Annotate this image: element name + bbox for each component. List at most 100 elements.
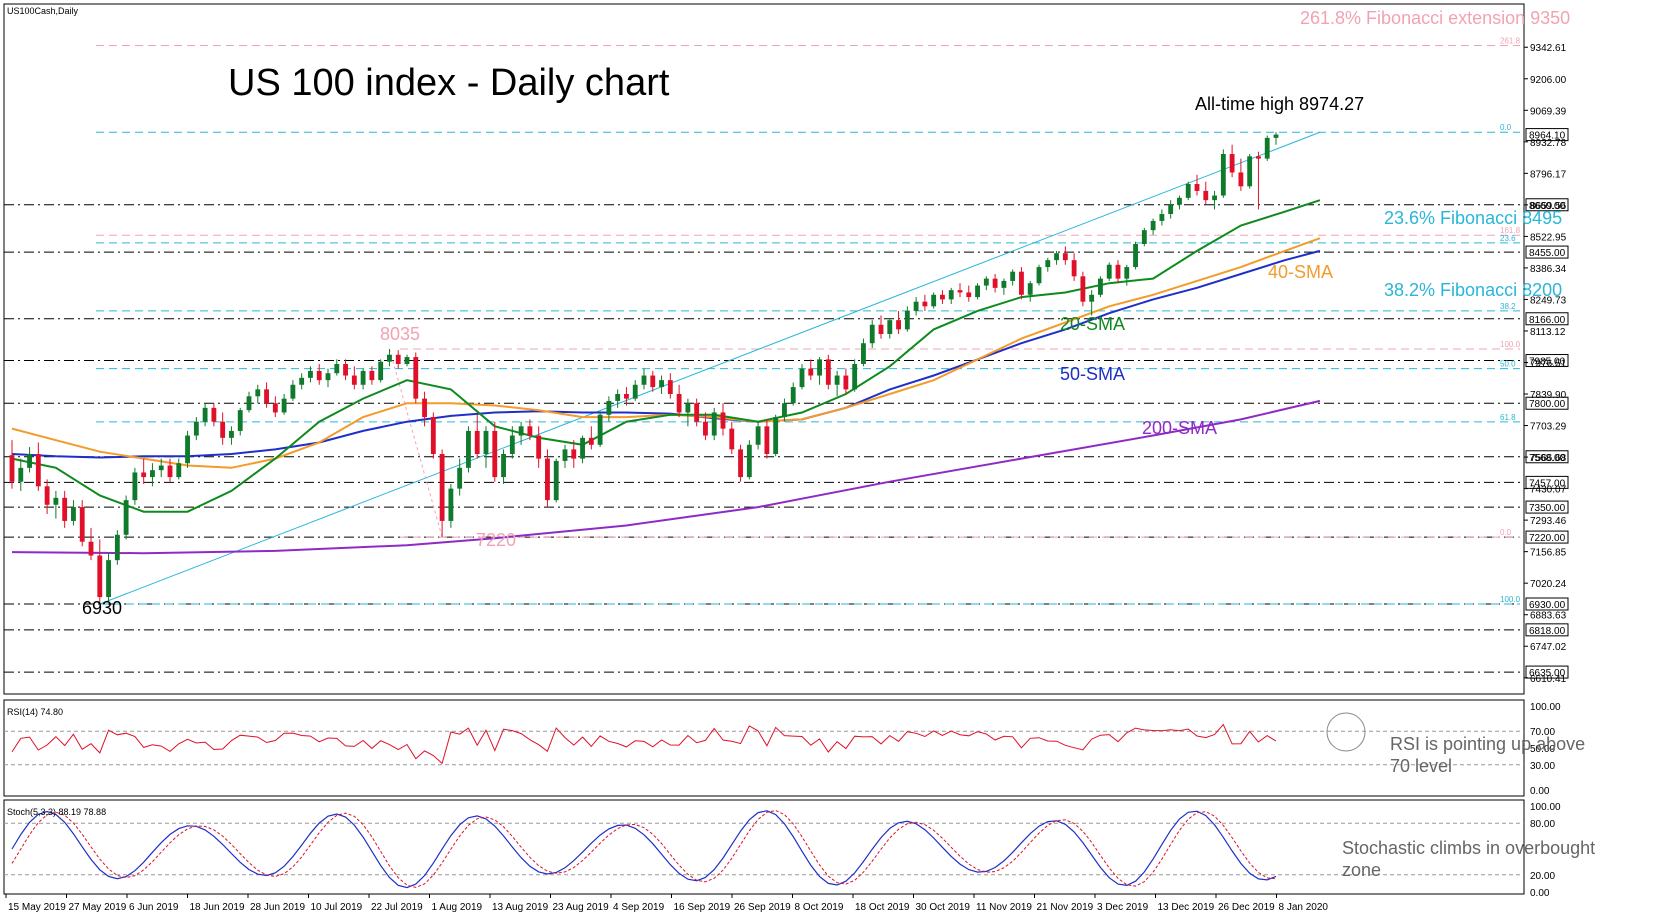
candle-body bbox=[711, 412, 717, 436]
y-tick-label: 8113.12 bbox=[1530, 327, 1566, 338]
rsi-panel-frame bbox=[3, 699, 1525, 797]
stoch-panel-frame bbox=[3, 799, 1525, 895]
candle-body bbox=[676, 394, 682, 413]
candle-body bbox=[1124, 267, 1130, 279]
candle-body bbox=[492, 430, 498, 478]
price-level-label: 8455.00 bbox=[1529, 248, 1566, 259]
candle-body bbox=[1159, 214, 1165, 221]
candle-body bbox=[1054, 253, 1059, 261]
candle-body bbox=[1194, 184, 1200, 191]
candle-body bbox=[808, 368, 814, 376]
sma50-line bbox=[11, 249, 1321, 459]
candle-body bbox=[369, 370, 375, 381]
candle-body bbox=[299, 377, 305, 385]
candle-body bbox=[202, 407, 208, 422]
candle-body bbox=[1212, 195, 1217, 201]
all-time-high-annotation: All-time high 8974.27 bbox=[1195, 94, 1364, 114]
fib-236-annotation: 23.6% Fibonacci 8495 bbox=[1384, 208, 1562, 228]
candle-body bbox=[1001, 280, 1007, 288]
candle-body bbox=[1256, 156, 1261, 159]
candle-body bbox=[1098, 278, 1103, 295]
rsi-tick-label: 30.00 bbox=[1530, 761, 1555, 772]
candle-body bbox=[606, 400, 612, 415]
fib-level-label: 0.0 bbox=[1500, 528, 1512, 537]
candle-body bbox=[597, 414, 603, 445]
candle-body bbox=[782, 403, 787, 418]
candle-body bbox=[527, 426, 533, 436]
candle-body bbox=[237, 410, 243, 431]
candle-body bbox=[1036, 267, 1042, 284]
candle-body bbox=[983, 278, 989, 286]
candle-body bbox=[852, 364, 858, 390]
low-6930-annotation: 6930 bbox=[82, 598, 122, 618]
candle-body bbox=[1080, 276, 1086, 302]
fib-retrace-connector bbox=[388, 348, 443, 538]
candle-body bbox=[1229, 154, 1235, 173]
price-level-label: 7568.00 bbox=[1529, 453, 1566, 464]
candle-body bbox=[1010, 271, 1016, 281]
candle-body bbox=[1185, 184, 1191, 198]
candle-body bbox=[474, 430, 480, 454]
price-level-box bbox=[1525, 354, 1569, 368]
candle-body bbox=[246, 396, 252, 411]
candle-body bbox=[466, 430, 471, 468]
rsi-tick-label: 0.00 bbox=[1530, 786, 1550, 797]
x-tick-label: 13 Aug 2019 bbox=[492, 902, 549, 913]
high-8035-annotation: 8035 bbox=[380, 324, 420, 344]
candle-body bbox=[167, 465, 173, 478]
y-tick-label: 7156.85 bbox=[1530, 548, 1567, 559]
x-tick-label: 30 Oct 2019 bbox=[916, 902, 971, 913]
symbol-label: US100Cash,Daily bbox=[7, 6, 79, 16]
candle-body bbox=[404, 357, 410, 364]
candle-body bbox=[553, 460, 559, 501]
x-tick-label: 13 Dec 2019 bbox=[1158, 902, 1215, 913]
x-tick-label: 3 Dec 2019 bbox=[1097, 902, 1149, 913]
rsi-label: RSI(14) 74.80 bbox=[7, 707, 63, 717]
candle-body bbox=[641, 375, 647, 385]
stoch-tick-label: 80.00 bbox=[1530, 819, 1555, 830]
price-level-label: 7220.00 bbox=[1529, 533, 1566, 544]
candle-body bbox=[1273, 134, 1279, 138]
sma50-annotation: 50-SMA bbox=[1060, 364, 1125, 384]
candle-body bbox=[413, 357, 419, 399]
price-level-label: 8166.00 bbox=[1529, 315, 1566, 326]
candle-body bbox=[1141, 230, 1147, 244]
y-tick-label: 7839.90 bbox=[1530, 390, 1567, 401]
rsi-tick-label: 50.00 bbox=[1530, 744, 1555, 755]
candle-body bbox=[729, 428, 735, 450]
candle-body bbox=[395, 354, 401, 364]
rsi-tick-label: 100.00 bbox=[1530, 702, 1561, 713]
candle-body bbox=[518, 426, 524, 436]
candle-body bbox=[334, 364, 340, 374]
rsi-note-line2: 70 level bbox=[1390, 756, 1452, 776]
x-tick-label: 18 Jun 2019 bbox=[190, 902, 245, 913]
candle-body bbox=[132, 472, 138, 501]
uptrend-line bbox=[99, 131, 1321, 605]
price-level-label: 7457.00 bbox=[1529, 478, 1566, 489]
candle-body bbox=[9, 455, 15, 482]
candle-body bbox=[88, 541, 94, 556]
fib-level-label: 100.0 bbox=[1500, 340, 1521, 349]
candle-body bbox=[1220, 154, 1226, 196]
stoch-tick-label: 100.00 bbox=[1530, 802, 1561, 813]
x-tick-label: 23 Aug 2019 bbox=[553, 902, 610, 913]
price-level-box bbox=[1525, 500, 1569, 514]
stoch-note-line2: zone bbox=[1342, 860, 1381, 880]
y-tick-label: 8249.73 bbox=[1530, 295, 1567, 306]
y-tick-label: 8522.95 bbox=[1530, 232, 1567, 243]
candle-body bbox=[922, 301, 928, 307]
candle-body bbox=[755, 426, 761, 445]
candle-body bbox=[632, 384, 638, 399]
candle-body bbox=[904, 310, 910, 330]
candle-body bbox=[18, 467, 24, 482]
stochastic-panel: 100.00 80.00 20.00 0.00 bbox=[4, 802, 1561, 899]
x-tick-label: 1 Aug 2019 bbox=[432, 902, 483, 913]
candle-body bbox=[106, 560, 111, 598]
candle-body bbox=[580, 437, 585, 459]
x-tick-label: 18 Oct 2019 bbox=[855, 902, 910, 913]
x-tick-label: 6 Jun 2019 bbox=[129, 902, 179, 913]
candle-body bbox=[97, 555, 103, 598]
candle-body bbox=[1027, 283, 1033, 295]
y-tick-label: 7020.24 bbox=[1530, 579, 1567, 590]
